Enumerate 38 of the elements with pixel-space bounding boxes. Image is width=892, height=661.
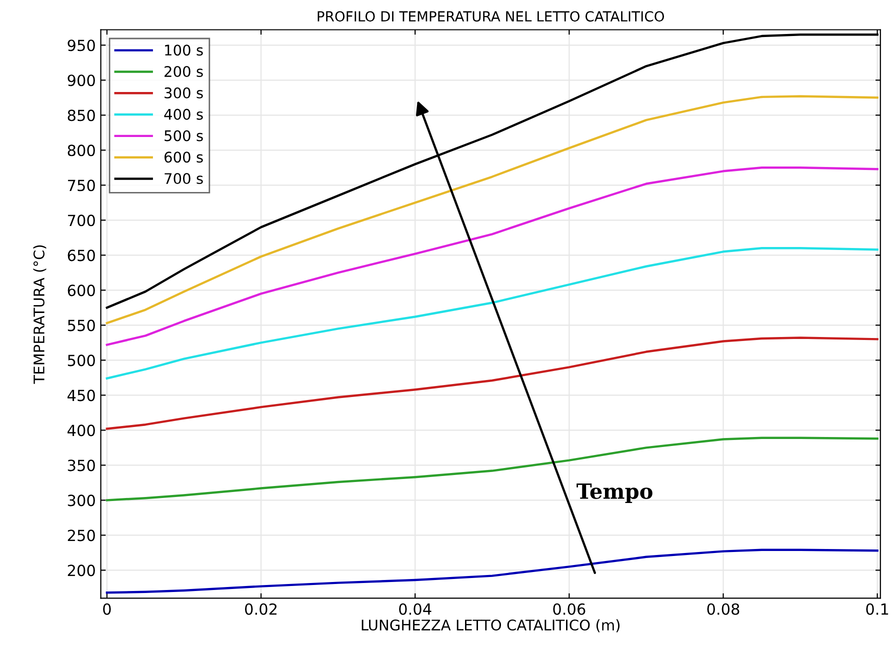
line-series bbox=[106, 336, 878, 430]
y-tick-label: 650 bbox=[68, 250, 95, 262]
y-axis-title: TEMPERATURA (°C) bbox=[33, 245, 46, 384]
y-tick-label: 750 bbox=[68, 180, 95, 192]
legend-label: 100 s bbox=[165, 44, 203, 56]
y-tick-label: 800 bbox=[68, 144, 95, 156]
y-tick-label: 450 bbox=[68, 390, 95, 402]
line-series bbox=[106, 548, 878, 594]
y-tick-label: 700 bbox=[68, 214, 95, 226]
line-series bbox=[106, 166, 878, 346]
x-axis-title: LUNGHEZZA LETTO CATALITICO (m) bbox=[362, 619, 620, 632]
x-tick-label: 0.04 bbox=[399, 603, 432, 615]
y-tick-label: 300 bbox=[68, 494, 95, 506]
legend-label: 300 s bbox=[164, 87, 203, 98]
y-tick-label: 200 bbox=[68, 564, 95, 576]
legend-label: 200 s bbox=[164, 66, 203, 78]
y-tick-label: 400 bbox=[68, 424, 95, 436]
x-tick-label: 0.1 bbox=[866, 603, 888, 615]
line-series bbox=[106, 436, 878, 502]
y-tick-label: 500 bbox=[68, 354, 95, 366]
legend-label: 500 s bbox=[164, 130, 203, 142]
y-tick-label: 600 bbox=[68, 284, 95, 296]
y-tick-label: 900 bbox=[68, 74, 95, 86]
y-tick-label: 350 bbox=[68, 460, 95, 472]
annotation: Tempo bbox=[576, 484, 652, 504]
x-tick-label: 0 bbox=[103, 603, 111, 615]
legend-label: 600 s bbox=[164, 152, 203, 163]
y-tick-label: 950 bbox=[68, 40, 95, 52]
legend-label: 400 s bbox=[164, 108, 203, 120]
y-tick-label: 250 bbox=[68, 530, 95, 542]
x-tick-label: 0.06 bbox=[553, 603, 586, 615]
y-tick-label: 850 bbox=[68, 110, 95, 122]
x-tick-label: 0.08 bbox=[707, 603, 740, 615]
chart-title: PROFILO DI TEMPERATURA NEL LETTO CATALITICO bbox=[318, 11, 664, 22]
legend-label: 700 s bbox=[164, 173, 203, 184]
x-tick-label: 0.02 bbox=[245, 603, 277, 615]
y-tick-label: 550 bbox=[68, 320, 95, 332]
line-series bbox=[106, 247, 878, 380]
